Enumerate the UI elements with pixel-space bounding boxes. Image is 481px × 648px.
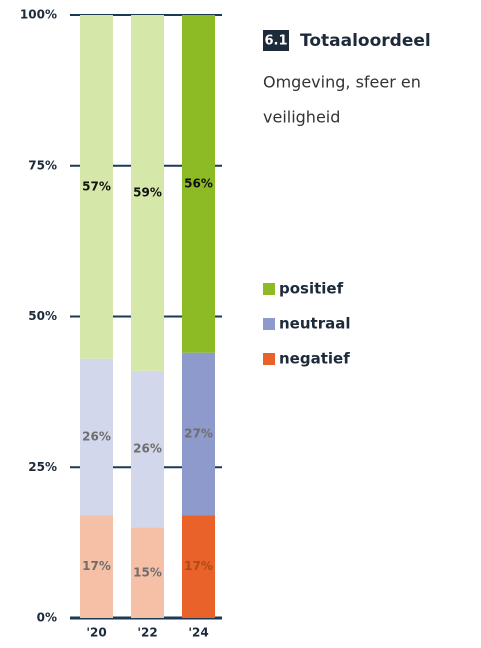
data-label: 26% — [133, 442, 162, 456]
x-tick-label: '24 — [188, 626, 208, 640]
x-tick-label: '20 — [86, 626, 106, 640]
bar-segment — [131, 15, 164, 371]
x-tick-label: '22 — [137, 626, 157, 640]
y-tick-label: 100% — [20, 8, 57, 22]
bar-segment — [182, 15, 215, 353]
section-number: 6.1 — [264, 34, 287, 49]
section-badge — [263, 30, 289, 51]
data-label: 56% — [184, 176, 213, 190]
data-label: 57% — [82, 179, 111, 193]
legend-swatch — [263, 318, 275, 330]
bar-segment — [131, 527, 164, 618]
legend-label: negatief — [279, 350, 350, 368]
legend-label: neutraal — [279, 315, 350, 333]
bar-segment — [182, 515, 215, 618]
legend-label: positief — [279, 280, 344, 298]
bar-segment — [131, 370, 164, 528]
y-tick-label: 75% — [28, 158, 57, 172]
data-label: 17% — [82, 559, 111, 573]
data-label: 26% — [82, 430, 111, 444]
legend-swatch — [263, 353, 275, 365]
bar-segment — [80, 358, 113, 516]
bar-segment — [182, 352, 215, 516]
y-tick-label: 25% — [28, 460, 57, 474]
data-label: 27% — [184, 427, 213, 441]
bar-segment — [80, 515, 113, 618]
y-tick-label: 50% — [28, 309, 57, 323]
y-tick-label: 0% — [37, 611, 57, 625]
data-label: 59% — [133, 185, 162, 199]
subtitle: veiligheid — [263, 108, 340, 127]
chart-title: Totaaloordeel — [300, 31, 431, 51]
bar-segment — [80, 15, 113, 359]
subtitle: Omgeving, sfeer en — [263, 73, 421, 92]
data-label: 17% — [184, 559, 213, 573]
data-label: 15% — [133, 565, 162, 579]
legend-swatch — [263, 283, 275, 295]
